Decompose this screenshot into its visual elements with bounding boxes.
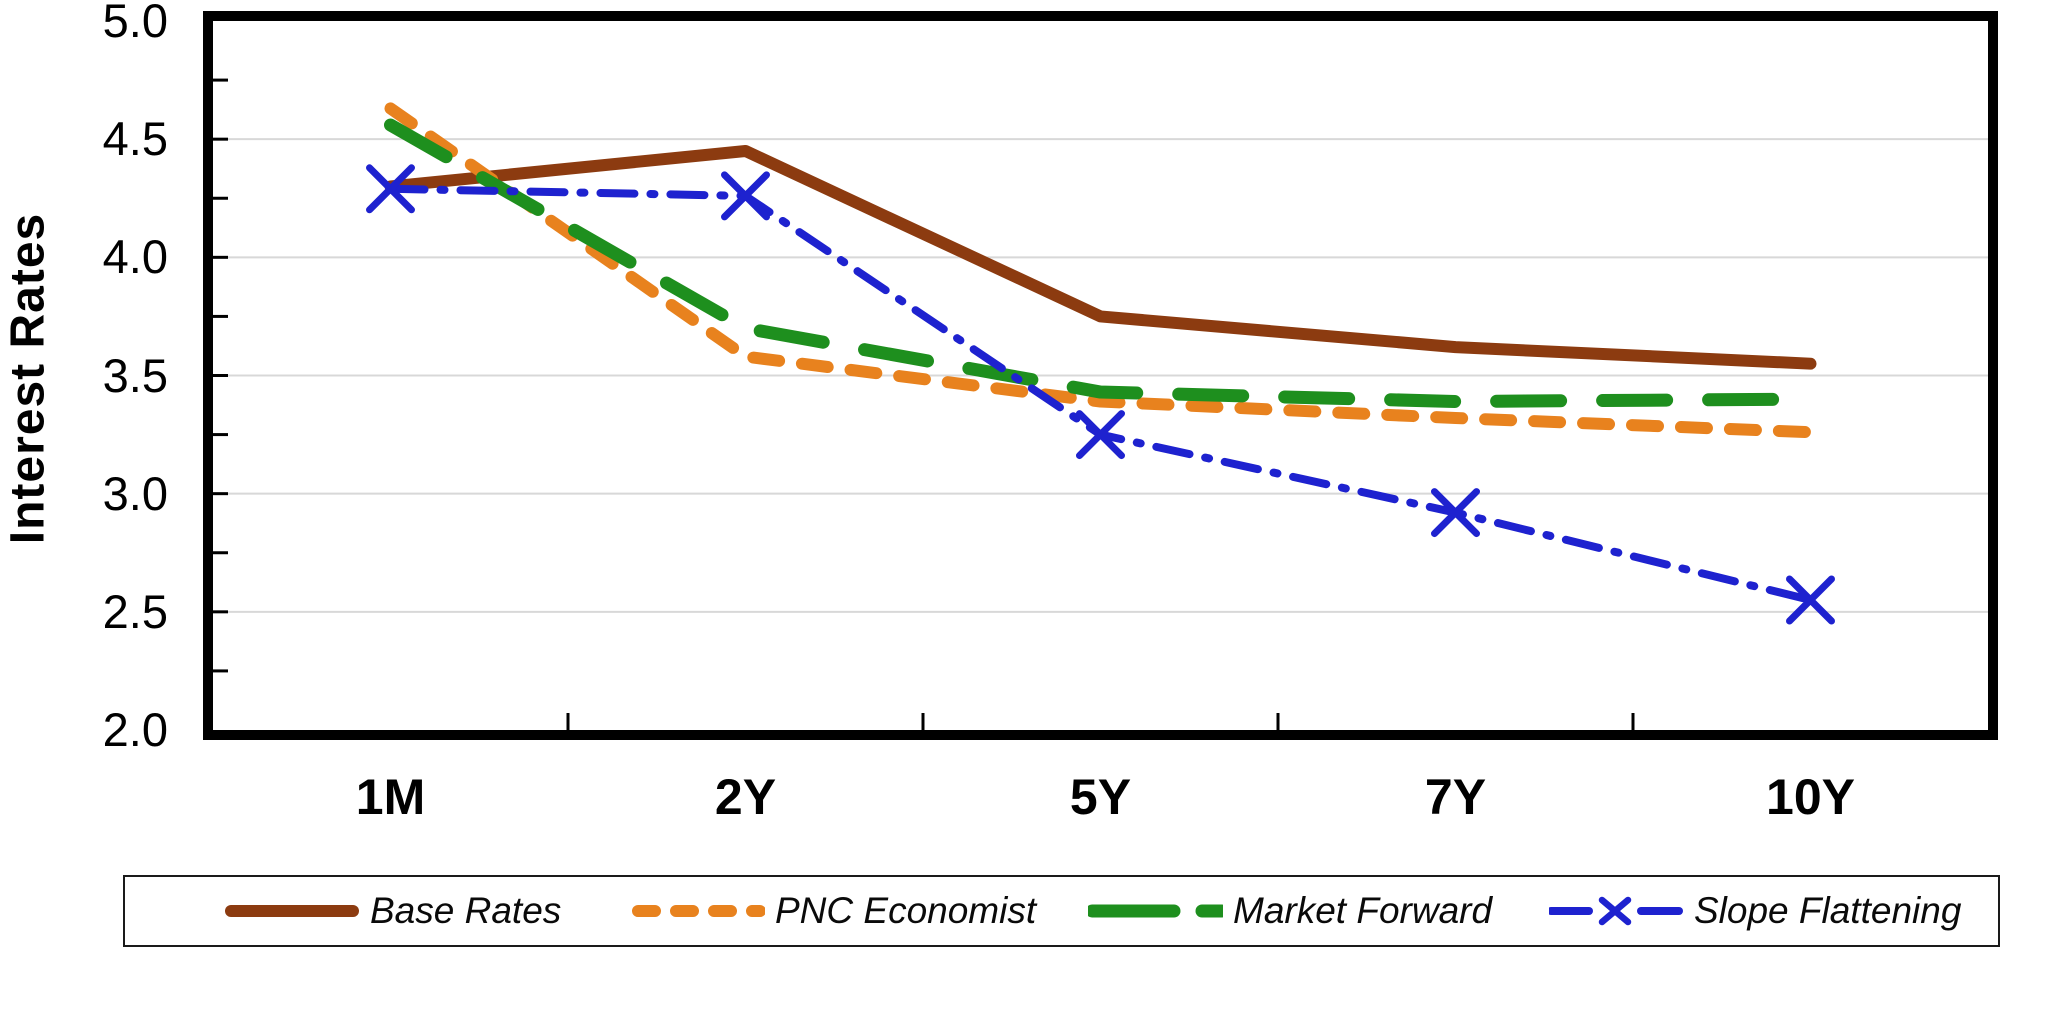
y-tick-label: 4.0	[102, 230, 168, 284]
plot-canvas	[213, 78, 1988, 730]
y-tick-label: 3.0	[102, 466, 168, 520]
x-marker	[721, 171, 770, 221]
legend-item-pnc-economist: PNC Economist	[630, 877, 1036, 945]
legend-label: Market Forward	[1233, 890, 1493, 931]
legend-label: Slope Flattening	[1694, 890, 1962, 931]
y-tick-label: 2.0	[102, 703, 168, 756]
x-marker	[1786, 575, 1835, 625]
y-tick-label: 3.5	[102, 348, 168, 402]
legend-swatch-dashdot	[1549, 896, 1683, 926]
legend-swatch-longdash	[1088, 904, 1223, 918]
y-tick-label: 5.0	[102, 0, 168, 47]
series-line-market-forward	[384, 118, 1817, 408]
legend-swatch-solid	[225, 905, 359, 917]
legend-item-base-rates: Base Rates	[225, 877, 561, 945]
x-tick-label: 7Y	[1424, 769, 1487, 825]
legend-item-slope-flattening: Slope Flattening	[1549, 877, 1961, 945]
x-marker	[1431, 488, 1480, 538]
x-tick-label: 1M	[355, 769, 426, 825]
legend-item-market-forward: Market Forward	[1088, 877, 1492, 945]
legend-label: PNC Economist	[775, 890, 1037, 931]
legend: Base Rates PNC Economist Market Forward Slo…	[123, 875, 2000, 947]
x-tick-label: 2Y	[714, 769, 777, 825]
x-tick-label: 5Y	[1069, 769, 1132, 825]
y-tick-label: 2.5	[102, 584, 168, 638]
x-marker	[366, 164, 415, 214]
x-marker	[1076, 410, 1125, 460]
legend-label: Base Rates	[370, 890, 562, 931]
series-line-pnc-economist	[384, 102, 1817, 439]
series-line-base-rates	[384, 144, 1817, 370]
y-tick-label: 4.5	[102, 112, 168, 166]
x-tick-label: 10Y	[1766, 769, 1855, 825]
legend-swatch-dashed	[632, 905, 765, 917]
